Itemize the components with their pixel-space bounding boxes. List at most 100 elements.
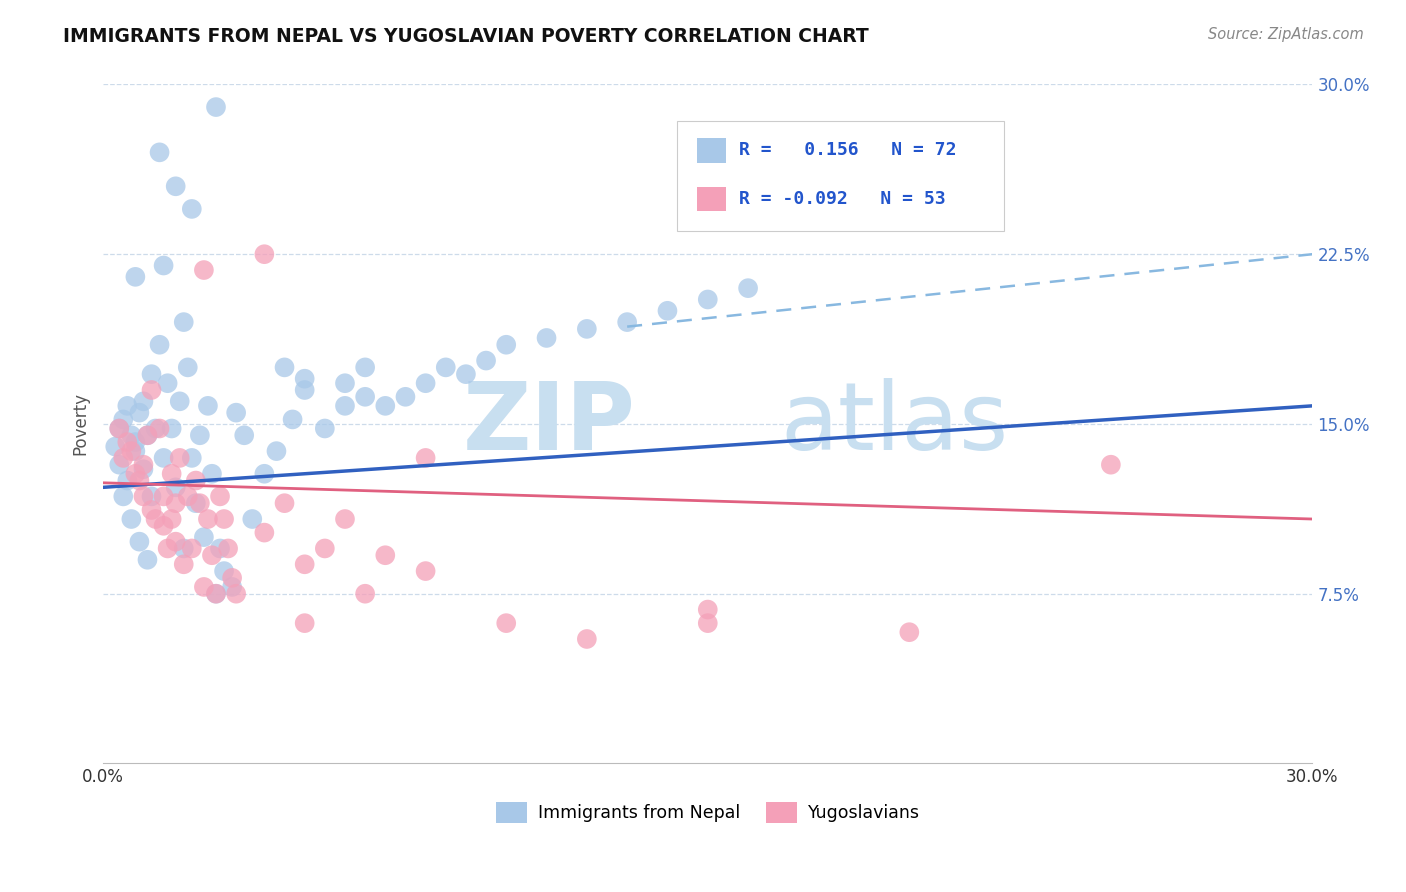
Point — [104, 440, 127, 454]
Point — [141, 489, 163, 503]
Legend: Immigrants from Nepal, Yugoslavians: Immigrants from Nepal, Yugoslavians — [496, 802, 920, 822]
Point — [737, 281, 759, 295]
Point — [136, 428, 159, 442]
Point — [112, 450, 135, 465]
Point — [208, 541, 231, 556]
Point — [294, 558, 316, 572]
Point — [108, 421, 131, 435]
Point — [180, 541, 202, 556]
Point — [120, 444, 142, 458]
Point — [173, 315, 195, 329]
Point — [165, 496, 187, 510]
Point — [201, 467, 224, 481]
Point — [165, 179, 187, 194]
Point — [217, 541, 239, 556]
Point — [616, 315, 638, 329]
Point — [112, 489, 135, 503]
Point — [273, 360, 295, 375]
Point — [333, 512, 356, 526]
Point — [294, 383, 316, 397]
Point — [173, 558, 195, 572]
Point — [225, 406, 247, 420]
Point — [193, 580, 215, 594]
Point — [173, 541, 195, 556]
Point — [212, 512, 235, 526]
Point — [108, 421, 131, 435]
Point — [495, 337, 517, 351]
Point — [160, 421, 183, 435]
Point — [148, 337, 170, 351]
Point — [177, 489, 200, 503]
Point — [495, 616, 517, 631]
Point — [657, 303, 679, 318]
Point — [314, 421, 336, 435]
Y-axis label: Poverty: Poverty — [72, 392, 89, 456]
Point — [184, 474, 207, 488]
Point — [108, 458, 131, 472]
Point — [169, 394, 191, 409]
Point — [208, 489, 231, 503]
Point — [898, 625, 921, 640]
Point — [294, 372, 316, 386]
Point — [354, 360, 377, 375]
Point — [201, 548, 224, 562]
Point — [253, 525, 276, 540]
Point — [132, 462, 155, 476]
Point — [160, 512, 183, 526]
Point — [128, 534, 150, 549]
Text: IMMIGRANTS FROM NEPAL VS YUGOSLAVIAN POVERTY CORRELATION CHART: IMMIGRANTS FROM NEPAL VS YUGOSLAVIAN POV… — [63, 27, 869, 45]
Point — [333, 376, 356, 391]
Point — [415, 450, 437, 465]
Point — [132, 458, 155, 472]
Text: R =   0.156   N = 72: R = 0.156 N = 72 — [740, 142, 956, 160]
Point — [273, 496, 295, 510]
Point — [152, 518, 174, 533]
Point — [253, 247, 276, 261]
Text: Source: ZipAtlas.com: Source: ZipAtlas.com — [1208, 27, 1364, 42]
Point — [124, 269, 146, 284]
Point — [240, 512, 263, 526]
Point — [156, 376, 179, 391]
Point — [141, 367, 163, 381]
Point — [148, 421, 170, 435]
Point — [145, 421, 167, 435]
Point — [128, 474, 150, 488]
Point — [136, 553, 159, 567]
Point — [117, 474, 139, 488]
Point — [177, 360, 200, 375]
Point — [696, 602, 718, 616]
Point — [212, 564, 235, 578]
Text: ZIP: ZIP — [463, 378, 636, 470]
Point — [152, 259, 174, 273]
Text: atlas: atlas — [780, 378, 1008, 470]
Point — [281, 412, 304, 426]
Point — [117, 399, 139, 413]
Point — [132, 394, 155, 409]
Point — [120, 512, 142, 526]
Point — [141, 503, 163, 517]
Point — [205, 587, 228, 601]
Point — [156, 541, 179, 556]
Point — [197, 512, 219, 526]
Point — [415, 376, 437, 391]
Point — [1099, 458, 1122, 472]
Point — [160, 467, 183, 481]
Point — [197, 399, 219, 413]
Point — [696, 616, 718, 631]
Point — [180, 202, 202, 216]
Point — [475, 353, 498, 368]
Point — [165, 534, 187, 549]
Point — [253, 467, 276, 481]
Point — [394, 390, 416, 404]
Point — [575, 632, 598, 646]
Point — [415, 564, 437, 578]
Point — [193, 530, 215, 544]
Point — [434, 360, 457, 375]
Point — [136, 428, 159, 442]
Point — [205, 100, 228, 114]
Point — [124, 435, 146, 450]
Point — [454, 367, 477, 381]
Point — [193, 263, 215, 277]
Point — [128, 406, 150, 420]
Point — [205, 587, 228, 601]
